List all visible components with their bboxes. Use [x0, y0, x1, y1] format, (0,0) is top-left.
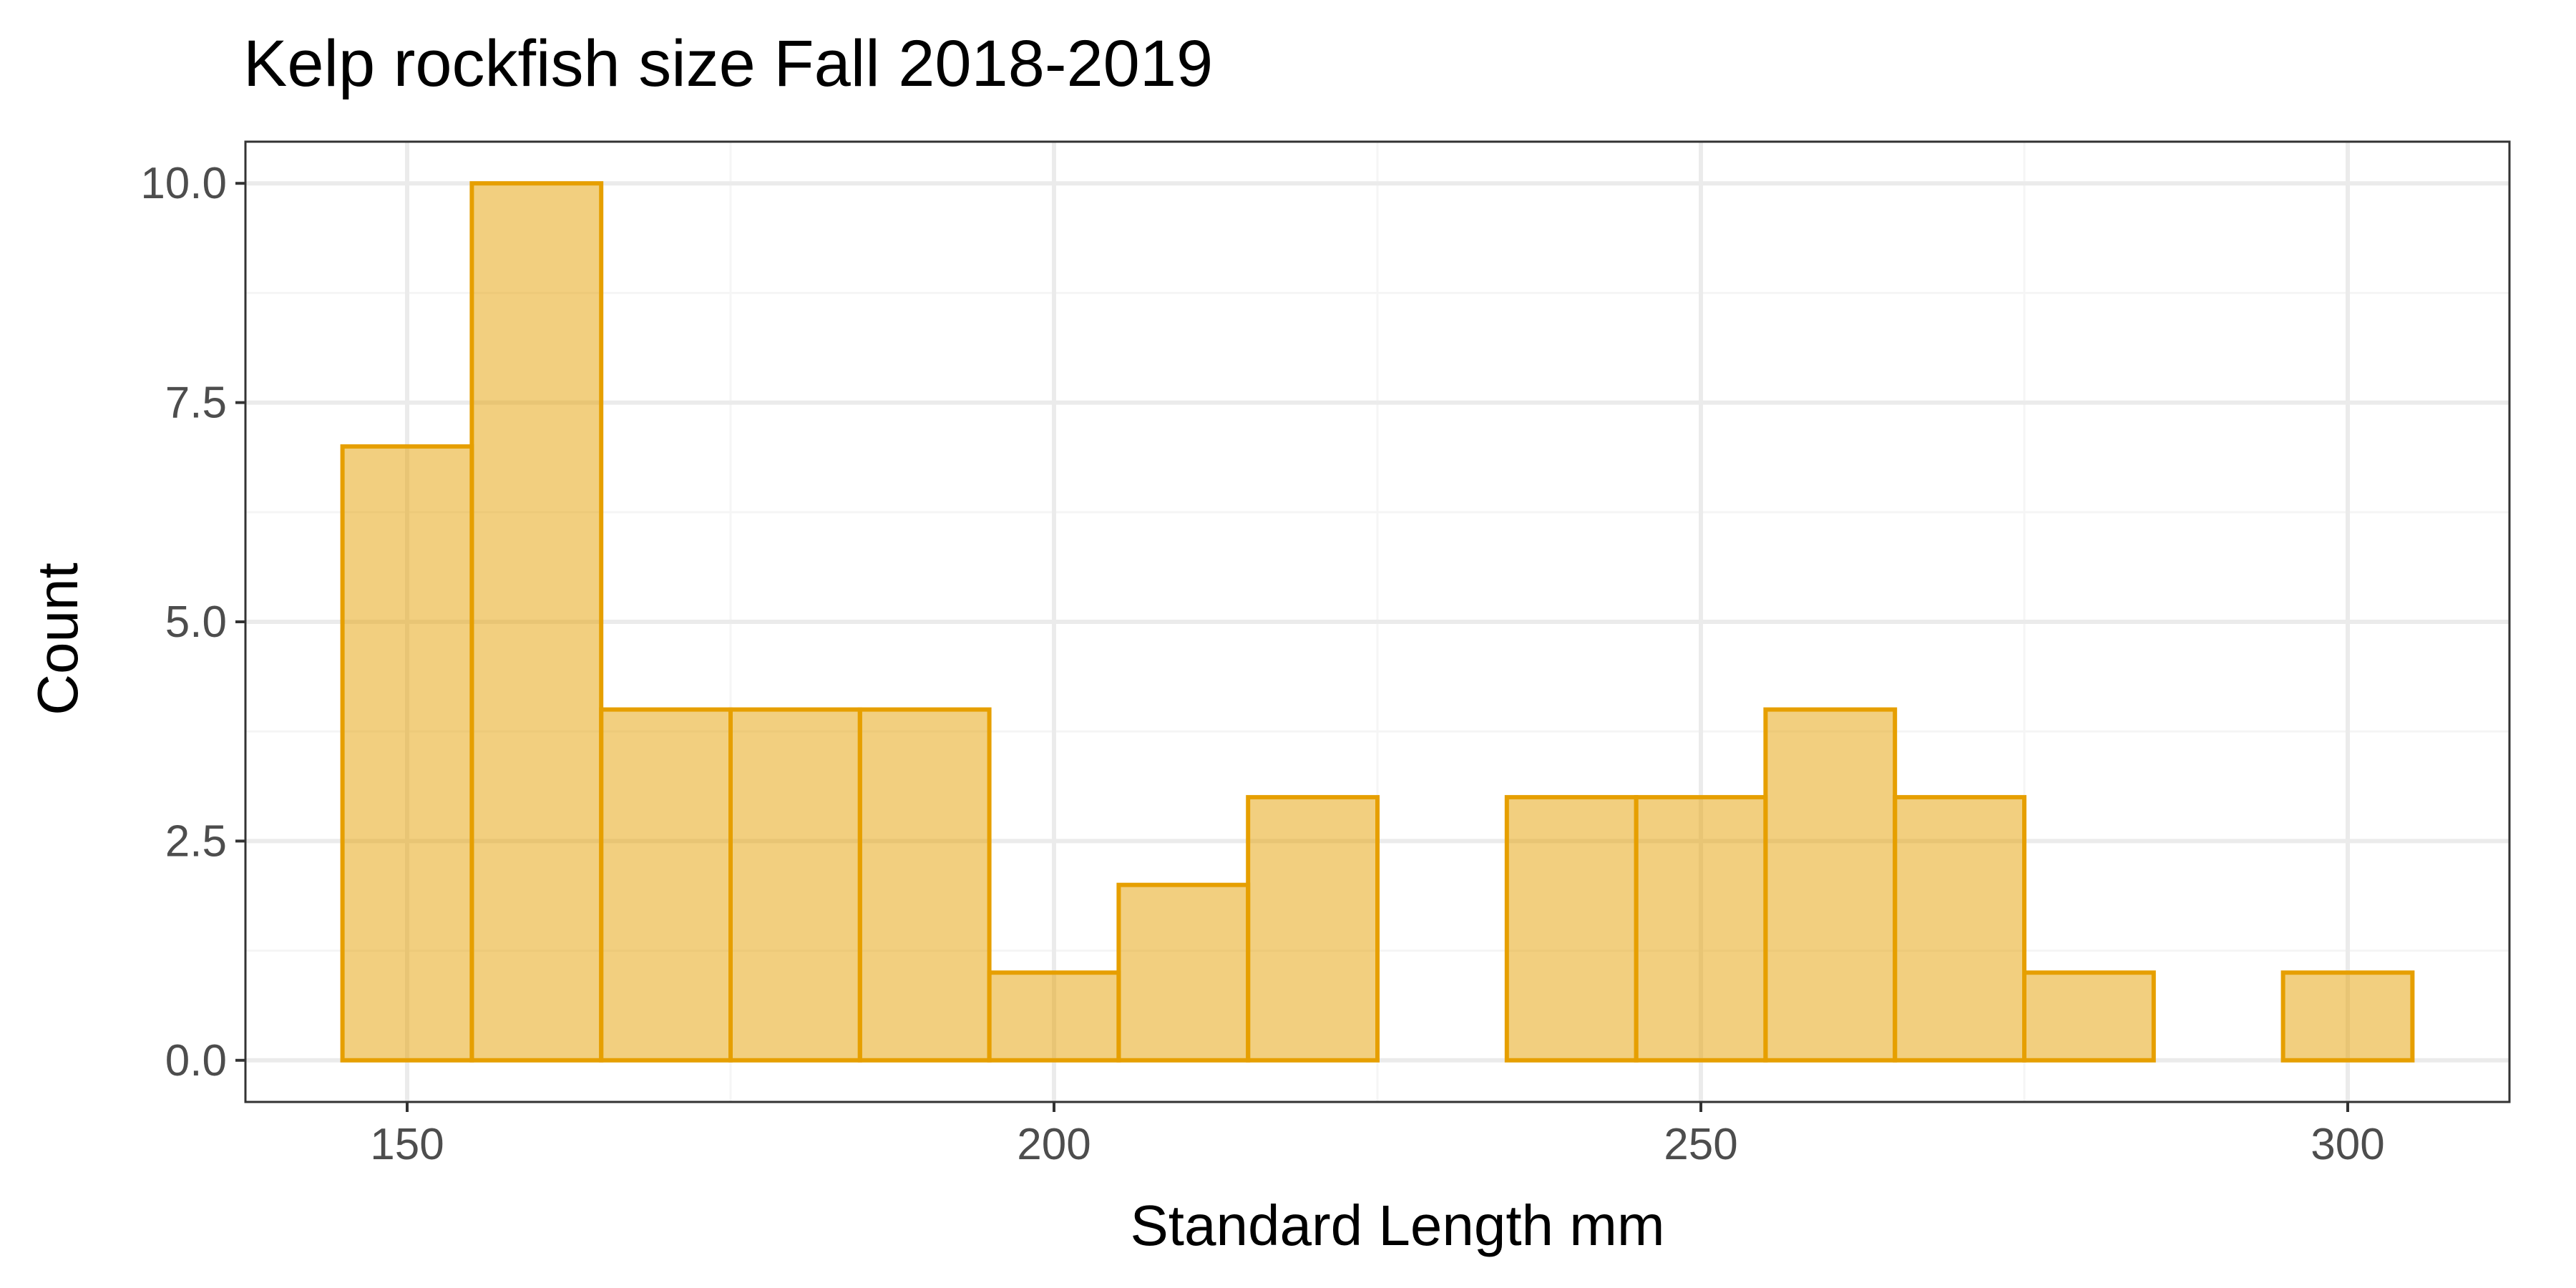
histogram-bar [728, 707, 862, 1063]
y-axis-title: Count [26, 562, 89, 715]
y-axis-ticks: 0.0 2.5 5.0 7.5 10.0 [140, 159, 245, 1085]
histogram-bar [2280, 970, 2415, 1063]
histogram-bar [469, 181, 604, 1063]
histogram-bar [1246, 795, 1380, 1063]
histogram-bar [340, 444, 474, 1063]
x-tick-label: 150 [370, 1120, 444, 1169]
histogram-bar [599, 707, 733, 1063]
histogram-bar [1504, 795, 1639, 1063]
histogram-bar [857, 707, 992, 1063]
histogram-bar [1893, 795, 2026, 1063]
histogram-bar [1763, 707, 1898, 1063]
histogram-bar [2022, 970, 2156, 1063]
x-tick-label: 250 [1664, 1120, 1737, 1169]
y-tick-label: 5.0 [165, 597, 227, 647]
y-tick-label: 2.5 [165, 816, 227, 866]
y-tick-label: 0.0 [165, 1036, 227, 1085]
y-tick-label: 7.5 [165, 379, 227, 428]
chart-title: Kelp rockfish size Fall 2018-2019 [243, 27, 1213, 100]
x-tick-label: 300 [2311, 1120, 2384, 1169]
x-tick-label: 200 [1017, 1120, 1091, 1169]
histogram-bars [340, 181, 2415, 1063]
x-axis-title: Standard Length mm [1130, 1194, 1664, 1257]
histogram-bar [1116, 882, 1251, 1063]
x-axis-ticks: 150 200 250 300 [370, 1102, 2385, 1169]
y-tick-label: 10.0 [140, 159, 227, 208]
histogram-bar [1634, 795, 1768, 1063]
histogram-bar [987, 970, 1121, 1063]
